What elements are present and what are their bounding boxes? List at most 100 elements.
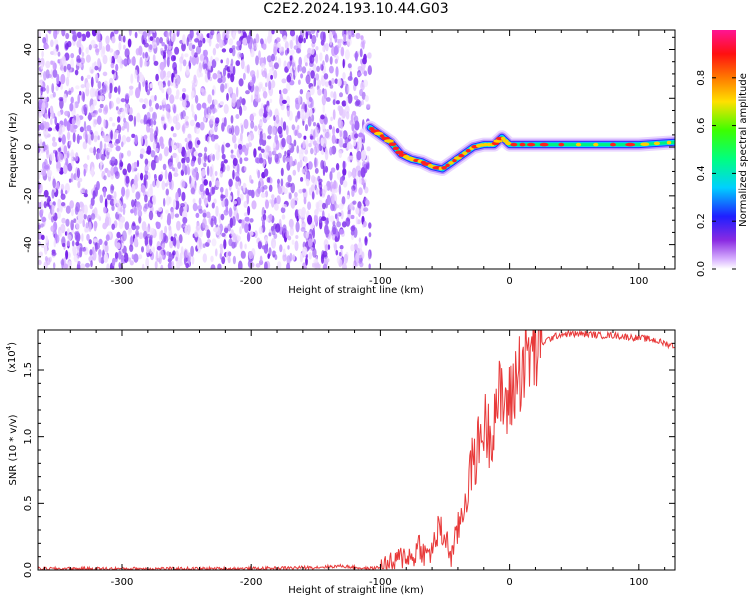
- y-tick-label: -40: [23, 236, 34, 252]
- noise-speck: [129, 107, 133, 116]
- noise-speck: [366, 155, 370, 164]
- noise-speck: [304, 149, 309, 155]
- noise-speck: [176, 31, 180, 37]
- noise-speck: [129, 260, 134, 266]
- noise-speck: [209, 127, 214, 135]
- noise-speck: [274, 203, 279, 211]
- noise-speck: [299, 252, 303, 263]
- noise-speck: [285, 125, 289, 136]
- noise-speck: [357, 170, 362, 178]
- noise-speck: [203, 179, 208, 186]
- noise-speck: [116, 97, 121, 105]
- noise-speck: [79, 188, 83, 195]
- noise-speck: [172, 76, 177, 88]
- noise-speck: [220, 83, 225, 93]
- noise-speck: [139, 74, 145, 83]
- noise-speck: [155, 103, 160, 110]
- noise-speck: [221, 122, 225, 132]
- noise-speck: [149, 30, 152, 35]
- noise-speck: [201, 156, 204, 165]
- noise-speck: [133, 176, 138, 185]
- noise-speck: [158, 80, 164, 91]
- noise-speck: [57, 111, 61, 117]
- noise-speck: [230, 115, 234, 124]
- noise-speck: [47, 169, 53, 177]
- noise-speck: [69, 140, 72, 146]
- noise-speck: [295, 48, 302, 54]
- noise-speck: [212, 72, 218, 80]
- noise-speck: [47, 73, 52, 79]
- noise-speck: [247, 189, 253, 196]
- noise-speck: [110, 62, 115, 69]
- noise-speck: [229, 47, 233, 54]
- noise-speck: [156, 156, 160, 164]
- noise-speck: [220, 213, 225, 221]
- noise-speck: [136, 112, 141, 123]
- noise-speck: [70, 86, 74, 93]
- noise-speck: [315, 31, 319, 38]
- signal-hotspot: [640, 142, 650, 146]
- noise-speck: [194, 94, 199, 104]
- noise-speck: [204, 199, 208, 205]
- noise-speck: [149, 36, 154, 41]
- noise-speck: [287, 174, 292, 183]
- noise-speck: [169, 180, 172, 190]
- noise-speck: [97, 148, 102, 160]
- noise-speck: [338, 137, 344, 148]
- noise-speck: [115, 63, 119, 72]
- noise-speck: [300, 177, 304, 182]
- noise-speck: [364, 95, 369, 102]
- signal-hotspot: [388, 142, 397, 146]
- noise-speck: [155, 148, 159, 153]
- noise-speck: [201, 192, 204, 200]
- noise-speck: [133, 206, 138, 216]
- noise-speck: [58, 123, 63, 135]
- noise-speck: [316, 65, 320, 72]
- noise-speck: [247, 205, 251, 216]
- noise-speck: [358, 140, 362, 150]
- noise-speck: [203, 152, 207, 163]
- noise-speck: [251, 200, 257, 210]
- noise-speck: [317, 199, 323, 208]
- snr-xlabel: Height of straight line (km): [288, 585, 424, 596]
- noise-speck: [217, 144, 221, 153]
- noise-speck: [270, 74, 273, 80]
- noise-speck: [116, 242, 121, 250]
- noise-speck: [159, 61, 165, 71]
- noise-speck: [83, 193, 88, 198]
- noise-speck: [338, 105, 344, 116]
- noise-speck: [38, 152, 41, 157]
- noise-speck: [236, 40, 241, 46]
- noise-speck: [345, 217, 351, 227]
- noise-speck: [97, 115, 102, 125]
- signal-hotspot: [653, 141, 661, 146]
- noise-speck: [207, 136, 210, 144]
- noise-speck: [262, 43, 267, 50]
- noise-speck: [266, 105, 271, 113]
- noise-speck: [79, 247, 83, 258]
- noise-speck: [208, 153, 212, 161]
- noise-speck: [201, 89, 207, 97]
- noise-speck: [178, 261, 183, 267]
- noise-speck: [88, 221, 92, 232]
- noise-speck: [244, 147, 249, 156]
- noise-speck: [194, 127, 200, 135]
- noise-speck: [351, 188, 355, 197]
- noise-speck: [176, 239, 180, 250]
- noise-speck: [355, 99, 361, 106]
- noise-speck: [327, 244, 331, 250]
- noise-speck: [103, 206, 107, 214]
- noise-speck: [335, 100, 340, 105]
- noise-speck: [170, 236, 174, 242]
- noise-speck: [174, 213, 180, 218]
- noise-speck: [223, 117, 227, 127]
- noise-speck: [197, 40, 203, 48]
- noise-speck: [107, 170, 111, 178]
- noise-speck: [83, 168, 86, 177]
- noise-speck: [313, 258, 319, 264]
- noise-speck: [155, 221, 161, 230]
- noise-speck: [150, 227, 155, 236]
- noise-speck: [186, 163, 190, 174]
- noise-speck: [339, 229, 345, 235]
- noise-speck: [182, 34, 186, 45]
